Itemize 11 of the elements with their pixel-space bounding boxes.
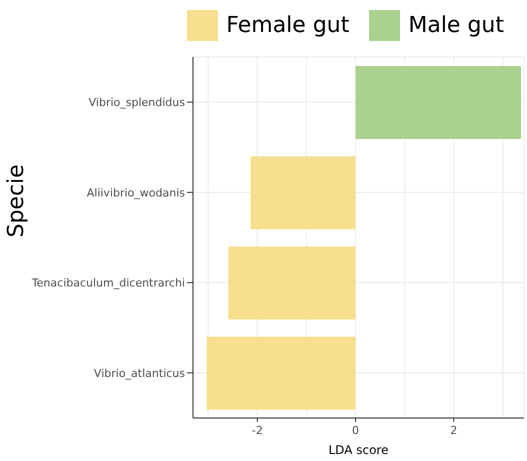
legend-label: Female gut — [226, 13, 350, 38]
x-tick-label: 2 — [450, 424, 458, 437]
y-tick-label: Vibrio_splendidus — [88, 96, 186, 110]
y-tick-label: Aliivibrio_wodanis — [86, 186, 186, 200]
x-axis-title: LDA score — [328, 443, 388, 457]
y-tick-label: Tenacibaculum_dicentrarchi — [30, 276, 185, 290]
x-tick-label: 0 — [352, 424, 360, 437]
y-axis-title: Specie — [4, 164, 29, 238]
y-tick-label: Vibrio_atlanticus — [94, 366, 186, 380]
legend-label: Male gut — [408, 13, 504, 38]
x-tick-label: -2 — [252, 424, 263, 437]
